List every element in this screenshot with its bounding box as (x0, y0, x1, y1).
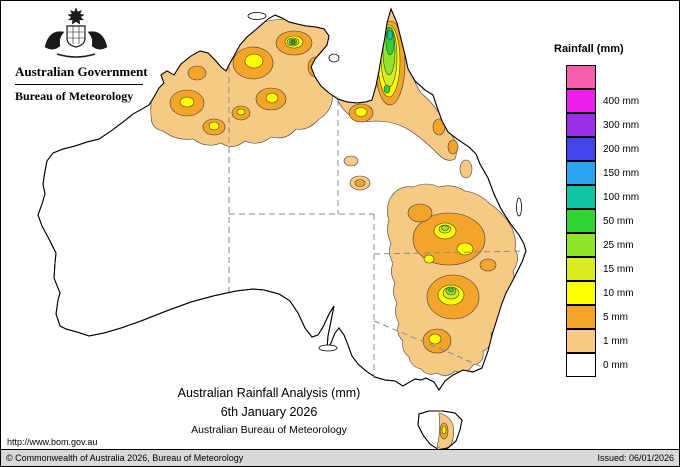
legend-row-1: 1 mm (566, 328, 676, 353)
map-date: 6th January 2026 (220, 405, 318, 419)
legend-row-25: 25 mm (566, 232, 676, 257)
legend-swatch-150 (566, 160, 596, 185)
copyright-text: © Commonwealth of Australia 2026, Bureau… (6, 453, 244, 463)
legend-swatch-10 (566, 280, 596, 305)
legend-swatch-400+ (566, 64, 596, 89)
legend-label-5: 5 mm (603, 311, 628, 323)
legend-swatch-200 (566, 136, 596, 161)
legend-row-400: 400 mm (566, 88, 676, 113)
legend-label-50: 50 mm (603, 215, 634, 227)
coat-of-arms (44, 7, 108, 58)
legend-swatch-1 (566, 328, 596, 353)
state-borders (228, 67, 525, 378)
legend-row-300: 300 mm (566, 112, 676, 137)
legend-label-150: 150 mm (603, 167, 640, 179)
legend-colorbar: 400 mm 300 mm 200 mm 150 mm 100 mm 50 mm 25 mm… (566, 64, 676, 377)
islands (247, 12, 522, 352)
legend-swatch-0 (566, 352, 596, 377)
bom-url[interactable]: http://www.bom.gov.au (7, 437, 98, 447)
coastline-outline (37, 7, 527, 451)
map-caption: Australian Rainfall Analysis (mm) 6th Ja… (119, 384, 419, 438)
legend-row-100: 100 mm (566, 184, 676, 209)
header-block: Australian Government Bureau of Meteorol… (15, 7, 165, 104)
legend-label-1: 1 mm (603, 335, 628, 347)
legend-row-200: 200 mm (566, 136, 676, 161)
legend-row-0: 0 mm (566, 352, 676, 377)
legend-swatch-400 (566, 88, 596, 113)
legend-title: Rainfall (mm) (554, 43, 624, 55)
map-title: Australian Rainfall Analysis (mm) (177, 386, 361, 400)
legend-label-15: 15 mm (603, 263, 634, 275)
bureau-title: Bureau of Meteorology (15, 89, 134, 103)
legend-label-100: 100 mm (603, 191, 640, 203)
legend-swatch-25 (566, 232, 596, 257)
legend-label-0: 0 mm (603, 359, 628, 371)
legend-swatch-50 (566, 208, 596, 233)
legend-label-300: 300 mm (603, 119, 640, 131)
legend-row-400+ (566, 64, 676, 89)
legend-swatch-100 (566, 184, 596, 209)
map-organisation: Australian Bureau of Meteorology (191, 424, 347, 436)
legend-row-5: 5 mm (566, 304, 676, 329)
legend-label-25: 25 mm (603, 239, 634, 251)
legend-row-150: 150 mm (566, 160, 676, 185)
legend-row-15: 15 mm (566, 256, 676, 281)
rain-level-100-group (291, 29, 393, 44)
legend-row-10: 10 mm (566, 280, 676, 305)
rainfall-legend: Rainfall (mm) 400 mm 300 mm 200 mm 150 mm 10… (554, 43, 676, 377)
issued-text: Issued: 06/01/2026 (597, 453, 674, 463)
legend-label-200: 200 mm (603, 143, 640, 155)
legend-row-50: 50 mm (566, 208, 676, 233)
legend-swatch-15 (566, 256, 596, 281)
legend-label-10: 10 mm (603, 287, 634, 299)
status-bar: © Commonwealth of Australia 2026, Bureau… (1, 449, 679, 466)
legend-swatch-5 (566, 304, 596, 329)
legend-swatch-300 (566, 112, 596, 137)
government-title: Australian Government (15, 64, 148, 79)
legend-label-400: 400 mm (603, 95, 640, 107)
header-divider (15, 84, 143, 85)
rainfall-contours (150, 9, 518, 449)
